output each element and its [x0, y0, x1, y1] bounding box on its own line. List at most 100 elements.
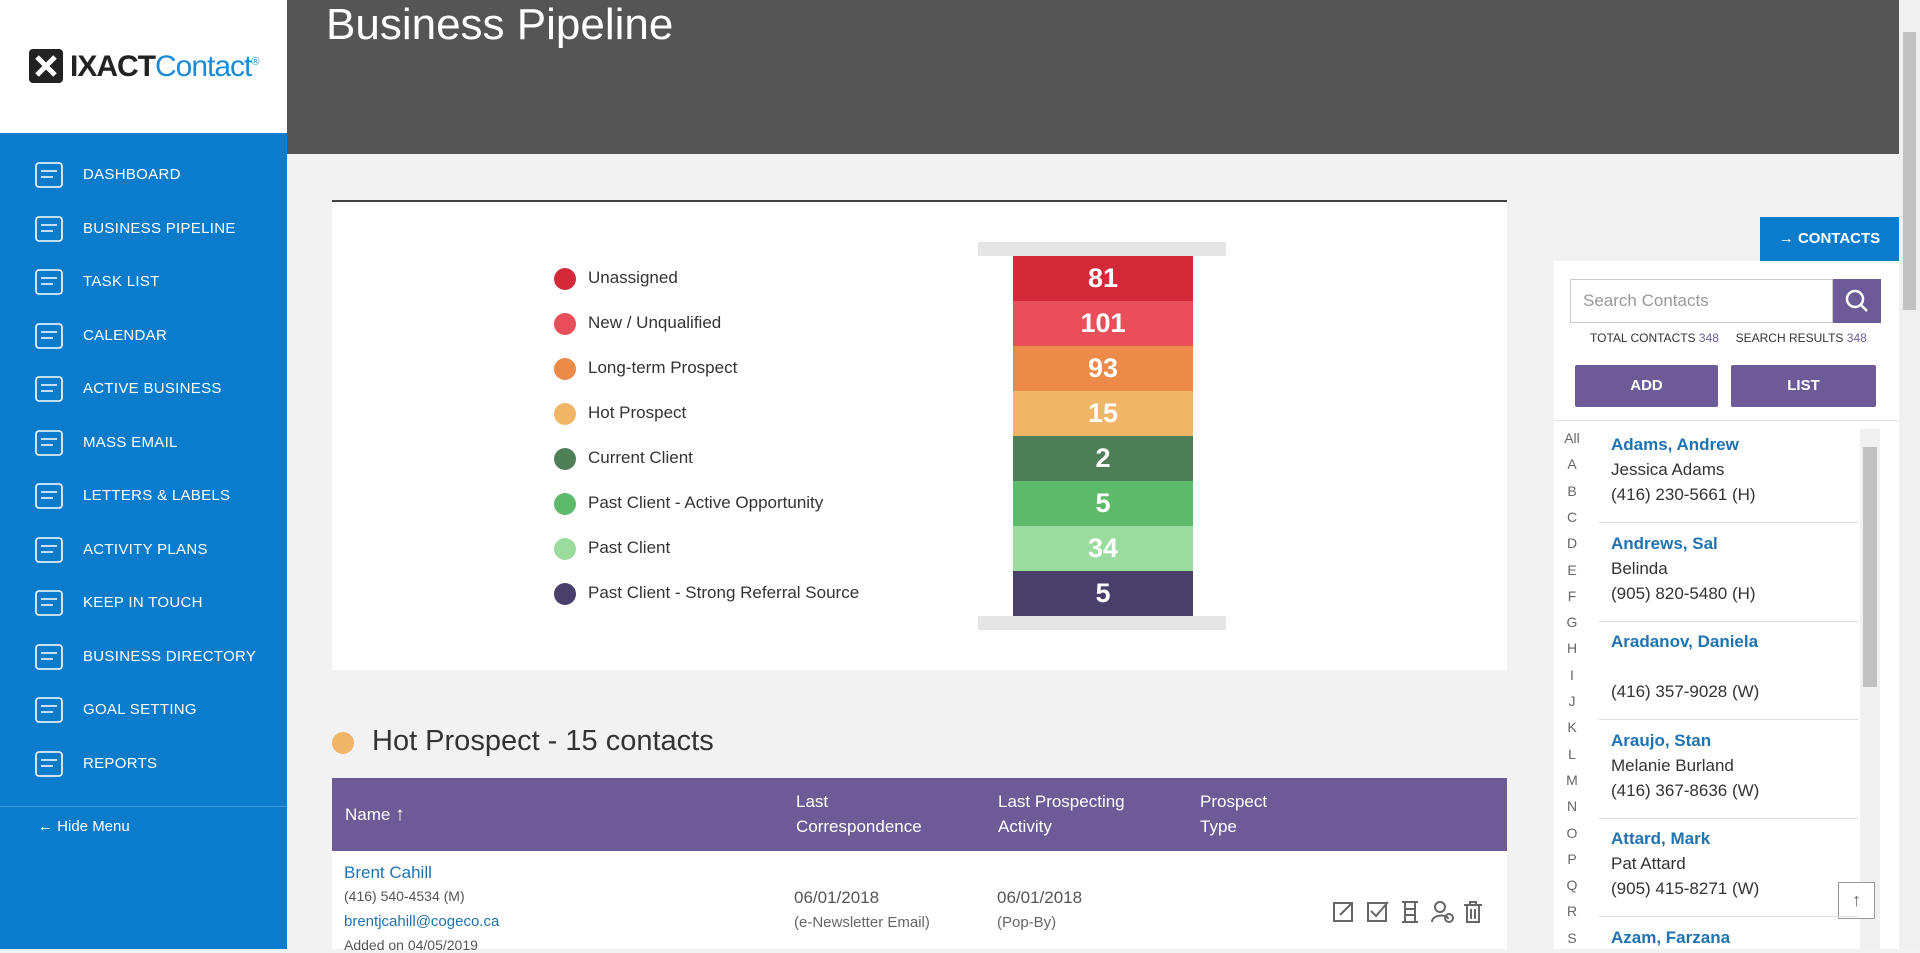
legend-label: New / Unqualified — [588, 313, 722, 332]
row-name[interactable]: Brent Cahill — [344, 863, 432, 882]
contacts-button[interactable]: → CONTACTS — [1760, 217, 1899, 261]
contact-name[interactable]: Andrews, Sal — [1611, 533, 1718, 553]
menu-item[interactable]: TASK LIST — [0, 260, 287, 304]
letter[interactable]: R — [1566, 903, 1578, 920]
brand: IXACTContact® — [70, 50, 260, 84]
delete-icon[interactable] — [1464, 901, 1482, 923]
menu-label: BUSINESS PIPELINE — [83, 219, 236, 237]
letter[interactable]: A — [1567, 456, 1577, 473]
task-icon[interactable] — [1367, 901, 1389, 922]
legend-label: Current Client — [588, 448, 693, 467]
stage-bar[interactable]: 34 — [1013, 526, 1193, 571]
th-corr[interactable]: Last Correspondence — [796, 792, 922, 836]
hide-menu[interactable]: ← Hide Menu — [38, 818, 130, 835]
search-input[interactable]: Search Contacts — [1570, 279, 1833, 323]
menu-item[interactable]: LETTERS & LABELS — [0, 474, 287, 518]
letter[interactable]: F — [1567, 587, 1577, 604]
letter[interactable]: P — [1567, 850, 1577, 867]
th-name[interactable]: Name ↑ — [345, 802, 405, 827]
brand-b: Contact — [155, 50, 252, 83]
logo: IXACTContact® — [0, 0, 287, 133]
list-scroll-thumb[interactable] — [1863, 447, 1877, 687]
legend-dot — [554, 583, 576, 605]
contact-name[interactable]: Azam, Farzana — [1611, 928, 1731, 947]
pipeline-icon[interactable] — [1402, 901, 1418, 923]
back-to-top[interactable]: ↑ — [1838, 882, 1875, 919]
menu-item[interactable]: REPORTS — [0, 742, 287, 786]
contact-name[interactable]: Aradanov, Daniela — [1611, 632, 1759, 652]
letter[interactable]: Q — [1566, 877, 1578, 894]
list-scrollbar[interactable] — [1860, 429, 1880, 949]
contact-name[interactable]: Attard, Mark — [1611, 829, 1711, 849]
menu-item[interactable]: KEEP IN TOUCH — [0, 581, 287, 625]
menu-icon — [35, 643, 63, 670]
menu-item[interactable]: MASS EMAIL — [0, 421, 287, 465]
contacts-panel: Search Contacts TOTAL CONTACTS 348 S E A R C… — [1554, 261, 1899, 949]
letter[interactable]: G — [1566, 614, 1578, 631]
menu-label: REPORTS — [83, 754, 158, 772]
legend-label: Hot Prospect — [588, 403, 687, 422]
divider — [1599, 522, 1858, 523]
list-button[interactable]: LIST — [1731, 365, 1876, 407]
menu-item[interactable]: CALENDAR — [0, 314, 287, 358]
legend-dot — [554, 538, 576, 560]
stage-bar[interactable]: 5 — [1013, 571, 1193, 616]
row-email[interactable]: brentjcahill@cogeco.ca — [344, 913, 500, 930]
menu-label: MASS EMAIL — [83, 433, 178, 451]
menu-item[interactable]: DASHBOARD — [0, 153, 287, 197]
hide-menu-text: Hide Menu — [57, 818, 130, 835]
letter[interactable]: O — [1566, 824, 1578, 841]
letter[interactable]: D — [1566, 535, 1578, 552]
stage-bar[interactable]: 5 — [1013, 481, 1193, 526]
letter[interactable]: L — [1568, 745, 1576, 762]
total-label: TOTAL CONTACTS — [1590, 331, 1696, 345]
table-header: Name ↑ Last Correspondence Last Prospect… — [332, 778, 1507, 851]
stage-bar[interactable]: 93 — [1013, 346, 1193, 391]
divider — [1554, 420, 1899, 421]
legend-label: Past Client - Strong Referral Source — [588, 583, 860, 602]
stage-bar[interactable]: 81 — [1013, 256, 1193, 301]
letter[interactable]: C — [1566, 508, 1578, 525]
letter[interactable]: M — [1566, 771, 1578, 788]
menu-item[interactable]: BUSINESS PIPELINE — [0, 207, 287, 251]
menu-item[interactable]: GOAL SETTING — [0, 688, 287, 732]
assign-icon[interactable] — [1431, 901, 1454, 923]
letter[interactable]: All — [1564, 430, 1580, 446]
menu-icon — [35, 322, 63, 349]
contact-phone: (416) 230-5661 (H) — [1611, 485, 1756, 504]
stage-bar[interactable]: 101 — [1013, 301, 1193, 346]
letter[interactable]: J — [1568, 693, 1576, 709]
contact-phone: (416) 357-9028 (W) — [1611, 682, 1760, 702]
letter[interactable]: I — [1570, 666, 1574, 683]
letter[interactable]: K — [1567, 719, 1577, 736]
contact-sub: Belinda — [1611, 558, 1668, 578]
menu-icon — [35, 483, 63, 509]
menu-label: DASHBOARD — [83, 166, 181, 183]
edit-icon[interactable] — [1333, 902, 1353, 922]
contact-name[interactable]: Adams, Andrew — [1611, 435, 1739, 454]
letter[interactable]: H — [1566, 640, 1578, 657]
scrollbar[interactable] — [1899, 0, 1920, 949]
menu-item[interactable]: BUSINESS DIRECTORY — [0, 635, 287, 679]
add-button[interactable]: ADD — [1575, 365, 1718, 407]
letter[interactable]: B — [1567, 482, 1577, 499]
th-prosp[interactable]: Last Prospecting Activity — [998, 792, 1125, 836]
letter[interactable]: E — [1567, 561, 1577, 578]
brand-a: IXACT — [70, 50, 156, 83]
pipeline-panel: Unassigned 81 New / Unqualified 101 Long-ter… — [332, 200, 1507, 670]
menu-item[interactable]: ACTIVITY PLANS — [0, 528, 287, 572]
search-button[interactable] — [1833, 279, 1881, 323]
contact-name[interactable]: Araujo, Stan — [1611, 730, 1712, 750]
total: 348 — [1698, 331, 1719, 345]
letter[interactable]: N — [1566, 798, 1578, 815]
stage-bar[interactable]: 2 — [1013, 436, 1193, 481]
letter[interactable]: S — [1567, 929, 1577, 946]
menu-item[interactable]: ACTIVE BUSINESS — [0, 367, 287, 411]
menu-icon — [35, 215, 63, 242]
prosp-date: 06/01/2018 — [997, 888, 1083, 907]
menu-icon — [35, 269, 63, 295]
menu-icon — [35, 429, 63, 456]
th-type[interactable]: Prospect Type — [1200, 792, 1268, 836]
scroll-thumb[interactable] — [1903, 32, 1916, 310]
stage-bar[interactable]: 15 — [1013, 391, 1193, 436]
